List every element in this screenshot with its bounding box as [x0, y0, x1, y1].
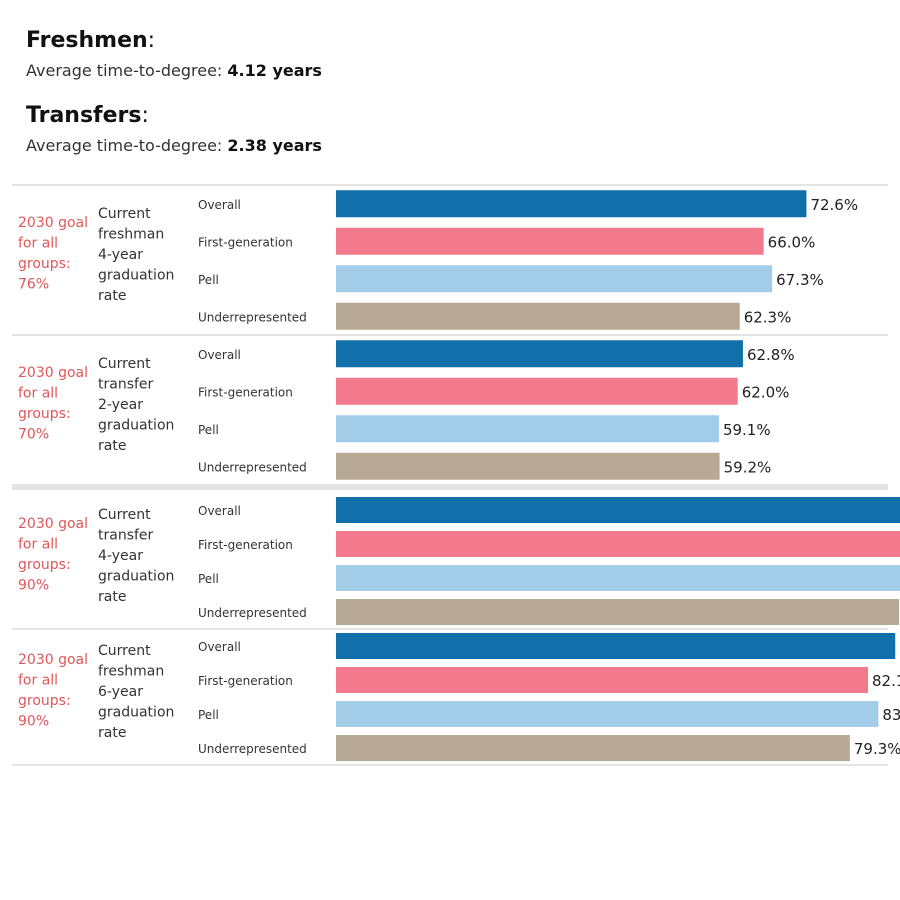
goal-label-line: groups: — [18, 557, 71, 573]
metric-label-line: 6-year — [98, 684, 143, 700]
freshmen-time-value: 4.12 years — [227, 61, 322, 80]
category-label: Overall — [198, 198, 241, 212]
metric-label-line: graduation — [98, 268, 174, 284]
metric-label-line: Current — [98, 356, 151, 372]
freshmen-time-to-degree: Average time-to-degree: 4.12 years — [26, 61, 322, 80]
goal-label-line: 2030 goal — [18, 516, 88, 532]
bar — [336, 565, 900, 591]
transfers-time-value: 2.38 years — [227, 136, 322, 155]
value-label: 72.6% — [810, 196, 858, 214]
category-label: Pell — [198, 423, 219, 437]
goal-label-line: for all — [18, 673, 58, 689]
bar — [336, 452, 720, 480]
value-label: 83.7% — [882, 706, 900, 724]
value-label: 79.3% — [854, 740, 900, 758]
transfers-colon: : — [141, 103, 149, 128]
metric-label-line: transfer — [98, 528, 154, 544]
transfers-heading: Transfers: — [26, 103, 149, 128]
category-label: First-generation — [198, 674, 293, 688]
goal-label-line: 2030 goal — [18, 365, 88, 381]
transfers-time-label: Average time-to-degree: — [26, 136, 228, 155]
bar — [336, 302, 740, 330]
bar — [336, 667, 869, 693]
metric-label-line: rate — [98, 589, 126, 605]
category-label: Underrepresented — [198, 606, 307, 620]
freshmen-time-label: Average time-to-degree: — [26, 61, 228, 80]
goal-label-line: groups: — [18, 693, 71, 709]
value-label: 62.0% — [742, 383, 790, 401]
category-label: Overall — [198, 504, 241, 518]
metric-label-line: 2-year — [98, 397, 143, 413]
category-label: Pell — [198, 273, 219, 287]
goal-label-line: for all — [18, 236, 58, 252]
metric-label-line: graduation — [98, 569, 174, 585]
metric-label-line: freshman — [98, 227, 164, 243]
metric-label-line: 4-year — [98, 247, 143, 263]
metric-label-line: Current — [98, 507, 151, 523]
category-label: First-generation — [198, 385, 293, 399]
metric-label-line: rate — [98, 438, 126, 454]
category-label: Pell — [198, 708, 219, 722]
transfers-time-to-degree: Average time-to-degree: 2.38 years — [26, 136, 322, 155]
bar — [336, 735, 850, 761]
goal-label-line: 76% — [18, 277, 49, 293]
bar — [336, 227, 764, 255]
goal-label-line: 2030 goal — [18, 652, 88, 668]
freshmen-colon: : — [147, 28, 156, 53]
metric-label-line: Current — [98, 643, 151, 659]
value-label: 62.8% — [747, 346, 795, 364]
transfers-title: Transfers — [26, 103, 142, 128]
metric-label-line: rate — [98, 288, 126, 304]
metric-label-line: graduation — [98, 705, 174, 721]
goal-label-line: 70% — [18, 427, 49, 443]
category-label: Pell — [198, 572, 219, 586]
category-label: Overall — [198, 640, 241, 654]
value-label: 82.1% — [872, 672, 900, 690]
goal-label-line: for all — [18, 386, 58, 402]
bar — [336, 599, 900, 625]
value-label: 59.1% — [723, 421, 771, 439]
category-label: First-generation — [198, 235, 293, 249]
metric-label-line: transfer — [98, 377, 154, 393]
bar — [336, 340, 743, 368]
bar — [336, 531, 900, 557]
metric-label-line: Current — [98, 206, 151, 222]
value-label: 67.3% — [776, 271, 824, 289]
freshmen-heading: Freshmen: — [26, 28, 155, 53]
metric-label-line: rate — [98, 725, 126, 741]
goal-label-line: for all — [18, 537, 58, 553]
value-label: 62.3% — [744, 308, 792, 326]
goal-label-line: 2030 goal — [18, 215, 88, 231]
bar — [336, 701, 879, 727]
goal-label-line: 90% — [18, 714, 49, 730]
bar — [336, 497, 900, 523]
freshmen-title: Freshmen — [26, 28, 148, 53]
category-label: Underrepresented — [198, 742, 307, 756]
goal-label-line: groups: — [18, 406, 71, 422]
value-label: 59.2% — [724, 458, 772, 476]
bar — [336, 377, 738, 405]
value-label: 66.0% — [768, 233, 816, 251]
category-label: Underrepresented — [198, 310, 307, 324]
bar — [336, 415, 719, 443]
goal-label-line: 90% — [18, 578, 49, 594]
metric-label-line: graduation — [98, 418, 174, 434]
metric-label-line: freshman — [98, 664, 164, 680]
category-label: Overall — [198, 348, 241, 362]
bar — [336, 265, 773, 293]
category-label: First-generation — [198, 538, 293, 552]
goal-label-line: groups: — [18, 256, 71, 272]
bar — [336, 190, 807, 218]
bar — [336, 633, 896, 659]
category-label: Underrepresented — [198, 460, 307, 474]
metric-label-line: 4-year — [98, 548, 143, 564]
